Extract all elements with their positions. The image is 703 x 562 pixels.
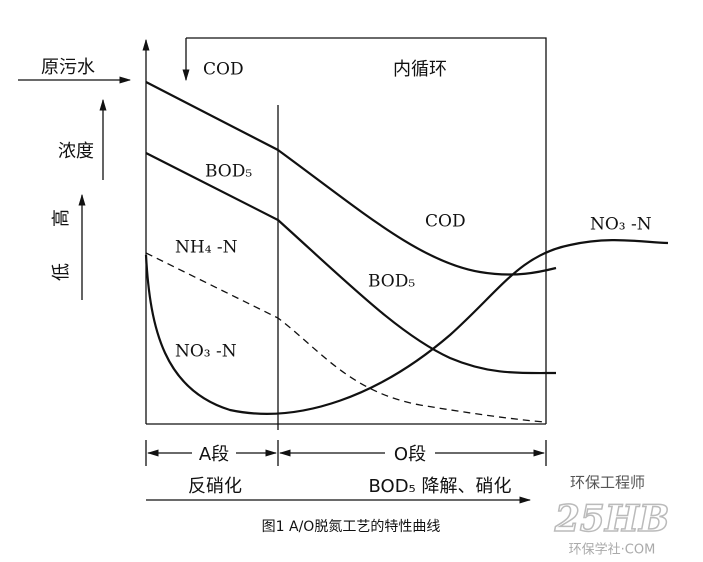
curve-label: COD [425,212,466,232]
curve-label: NO₃ -N [590,215,652,235]
label: 浓度 [58,141,94,162]
curve-label: BOD₅ [368,272,415,292]
curve-label: NH₄ -N [175,238,238,258]
caption: 图1 A/O脱氮工艺的特性曲线 [262,519,441,535]
label: 原污水 [41,57,95,78]
label: 内循环 [393,59,447,80]
curve-label: BOD₅ [205,162,252,182]
process-label: BOD₅ 降解、硝化 [369,476,512,497]
label: 高 [51,209,72,227]
watermark: 环保工程师 [570,474,645,492]
zone-label: A段 [199,444,229,465]
watermark-logo: 25HB [554,498,670,540]
frame [18,37,547,504]
curves [144,81,669,423]
curve-label: NO₃ -N [175,342,237,362]
watermark-site: 环保学社·COM [569,542,656,558]
label: COD [203,60,244,80]
process-label: 反硝化 [188,476,242,497]
zone-label: O段 [394,444,426,465]
label: 低 [51,263,72,281]
